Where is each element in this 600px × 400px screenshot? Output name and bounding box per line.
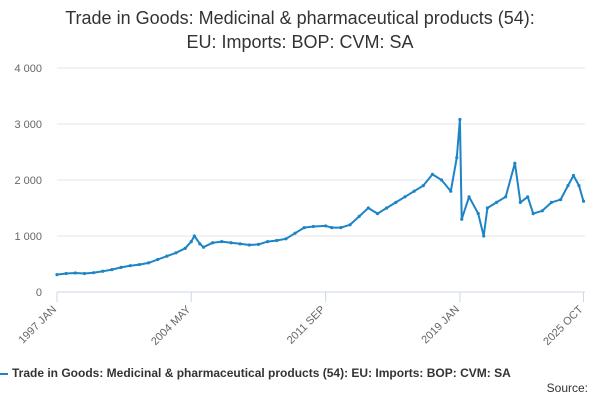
data-point[interactable] [330,226,334,230]
data-point[interactable] [449,189,453,193]
data-point[interactable] [577,184,581,188]
data-point[interactable] [540,209,544,213]
data-point[interactable] [339,226,343,230]
axis-layer: 0 1 000 2 000 3 000 4 000 1997 JAN 2004 MAY 201… [14,63,585,348]
y-tick-label: 0 [36,287,42,299]
data-point[interactable] [394,200,398,204]
x-tick-label: 2004 MAY [149,303,194,348]
data-point[interactable] [549,200,554,204]
x-tick-label: 1997 JAN [16,304,59,347]
data-point[interactable] [455,156,459,160]
data-point[interactable] [73,271,77,275]
source-label: Source: [546,381,588,395]
data-point[interactable] [165,254,169,258]
data-point[interactable] [266,240,270,244]
data-point[interactable] [275,238,279,243]
data-point[interactable] [192,234,196,238]
data-point[interactable] [421,184,425,188]
data-point[interactable] [559,198,563,202]
data-point[interactable] [526,195,530,199]
data-point[interactable] [324,224,328,228]
data-point[interactable] [531,212,535,216]
data-point[interactable] [101,269,105,273]
data-point[interactable] [55,273,59,277]
data-point[interactable] [137,262,142,267]
y-tick-label: 4 000 [14,63,42,75]
y-tick-label: 1 000 [14,231,42,243]
y-tick-label: 3 000 [14,119,42,131]
data-point[interactable] [119,265,123,269]
data-point[interactable] [357,214,361,218]
data-point[interactable] [385,206,389,210]
series-layer [55,117,586,277]
data-point[interactable] [571,173,576,178]
data-point[interactable] [458,117,462,122]
data-point[interactable] [513,161,517,165]
legend-label: Trade in Goods: Medicinal & pharmaceutic… [12,366,511,380]
data-point[interactable] [183,246,187,250]
data-point[interactable] [110,268,114,272]
data-point[interactable] [494,200,499,204]
grid-layer [57,67,585,293]
data-point[interactable] [302,226,306,230]
data-point[interactable] [467,195,471,199]
x-tick-label: 2011 SEP [285,304,328,347]
data-point[interactable] [201,245,206,249]
data-point[interactable] [156,257,160,262]
data-point[interactable] [284,237,288,241]
chart-title-line-2: EU: Imports: BOP: CVM: SA [186,32,414,52]
data-point[interactable] [293,231,297,235]
data-point[interactable] [92,271,96,275]
data-point[interactable] [64,271,68,276]
data-point[interactable] [485,206,489,210]
data-point[interactable] [430,172,435,176]
data-point[interactable] [229,241,233,245]
data-point[interactable] [211,241,215,245]
data-point[interactable] [247,243,251,247]
data-point[interactable] [238,242,242,246]
data-point[interactable] [366,206,370,210]
data-point[interactable] [403,195,407,199]
y-tick-label: 2 000 [14,175,42,187]
series-line[interactable] [56,118,585,276]
data-point[interactable] [198,242,202,246]
data-point[interactable] [566,184,570,188]
data-point[interactable] [375,212,380,216]
data-point[interactable] [220,240,224,244]
legend-line-icon [0,373,8,375]
data-point[interactable] [311,224,315,229]
data-point[interactable] [518,200,522,204]
data-point[interactable] [504,195,508,199]
data-point[interactable] [174,251,178,255]
data-point[interactable] [412,189,416,193]
data-point[interactable] [581,199,586,203]
data-point[interactable] [460,217,464,221]
data-point[interactable] [482,234,486,238]
data-point[interactable] [82,271,87,276]
x-tick-label: 2025 OCT [541,303,586,348]
legend-item[interactable]: Trade in Goods: Medicinal & pharmaceutic… [0,364,600,384]
chart-title-line-1: Trade in Goods: Medicinal & pharmaceutic… [65,8,535,28]
data-point[interactable] [476,212,480,216]
data-point[interactable] [348,223,352,227]
chart-title: Trade in Goods: Medicinal & pharmaceutic… [0,6,600,54]
data-point[interactable] [256,242,261,246]
data-point[interactable] [189,240,193,244]
data-point[interactable] [128,264,132,268]
data-point[interactable] [439,178,444,182]
x-tick-label: 2019 JAN [419,304,462,347]
data-point[interactable] [146,261,151,265]
